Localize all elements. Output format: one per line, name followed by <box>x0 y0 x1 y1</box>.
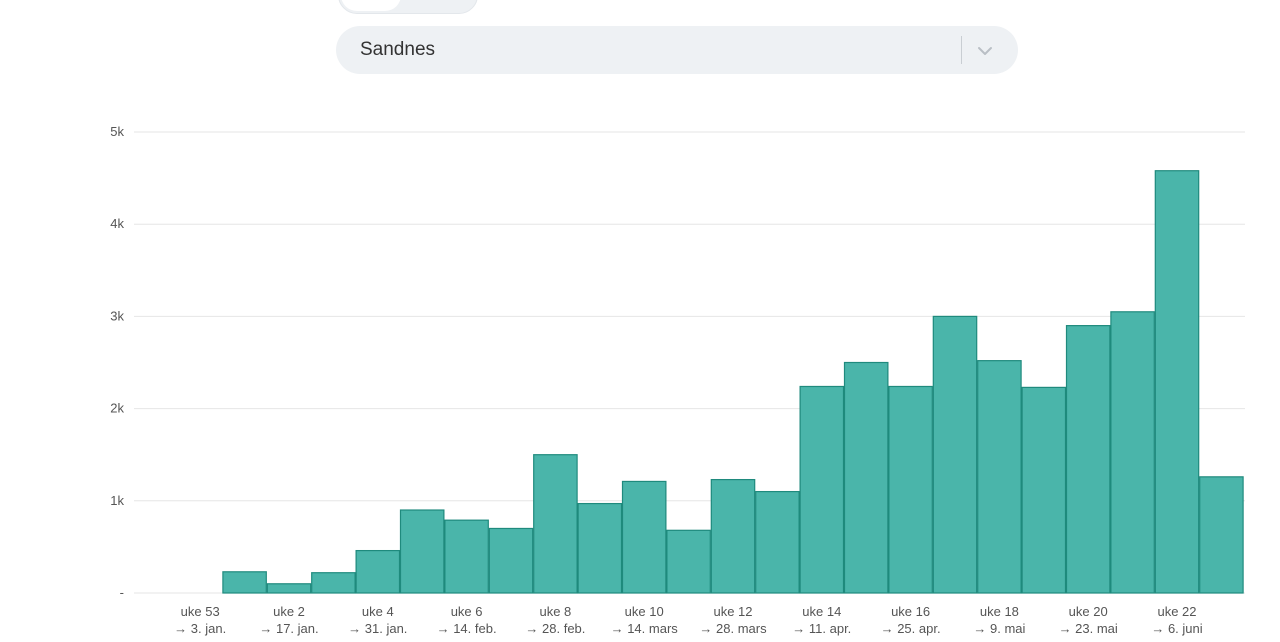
bar[interactable] <box>533 454 578 594</box>
bar[interactable] <box>843 361 889 594</box>
x-tick-week-label: uke 22 <box>1157 604 1196 619</box>
bar[interactable] <box>710 478 756 594</box>
bar[interactable] <box>1021 386 1067 594</box>
x-tick-date-label: → 31. jan. <box>348 621 407 636</box>
bar[interactable] <box>1154 170 1200 594</box>
x-tick-date-label: → 6. juni <box>1151 621 1202 636</box>
x-tick-layer: uke 53 → 3. jan. uke 2 → 17. jan. uke 4 → 31.… <box>174 604 1203 636</box>
y-tick-label: 5k <box>110 124 124 139</box>
x-tick-week-label: uke 4 <box>362 604 394 619</box>
bar[interactable] <box>666 529 711 594</box>
bar[interactable] <box>888 385 933 594</box>
x-tick-date-label: → 25. apr. <box>881 621 941 636</box>
x-tick-week-label: uke 10 <box>625 604 664 619</box>
bar[interactable] <box>266 583 312 594</box>
bar[interactable] <box>1199 476 1244 594</box>
bar-layer <box>222 170 1244 594</box>
select-divider <box>961 36 962 64</box>
bar[interactable] <box>444 519 489 594</box>
bar[interactable] <box>1110 311 1155 594</box>
y-tick-label: 2k <box>110 401 124 416</box>
bar[interactable] <box>577 502 623 594</box>
x-tick-week-label: uke 16 <box>891 604 930 619</box>
x-tick-date-label: → 28. feb. <box>525 621 585 636</box>
x-tick-date-label: → 17. jan. <box>259 621 318 636</box>
y-tick-label: - <box>120 585 124 600</box>
y-tick-layer: - 1k 2k 3k 4k 5k <box>110 124 124 600</box>
municipality-select[interactable]: Sandnes <box>336 26 1018 74</box>
x-tick-week-label: uke 2 <box>273 604 305 619</box>
x-tick-week-label: uke 6 <box>451 604 483 619</box>
view-toggle-segment[interactable] <box>341 0 401 11</box>
bar[interactable] <box>1065 325 1111 594</box>
y-tick-label: 4k <box>110 216 124 231</box>
municipality-select-value: Sandnes <box>360 39 436 60</box>
bar[interactable] <box>977 360 1022 594</box>
x-tick-date-label: → 23. mai <box>1059 621 1118 636</box>
x-tick-date-label: → 3. jan. <box>174 621 226 636</box>
x-tick-date-label: → 14. mars <box>611 621 679 636</box>
x-tick-week-label: uke 20 <box>1069 604 1108 619</box>
bar[interactable] <box>799 385 845 594</box>
bar[interactable] <box>755 490 800 594</box>
x-tick-date-label: → 9. mai <box>973 621 1025 636</box>
x-tick-week-label: uke 8 <box>539 604 571 619</box>
x-tick-date-label: → 28. mars <box>699 621 767 636</box>
x-tick-date-label: → 11. apr. <box>792 621 851 636</box>
chevron-down-icon[interactable] <box>975 38 995 62</box>
bar[interactable] <box>932 315 978 594</box>
bar[interactable] <box>621 480 667 594</box>
bar[interactable] <box>399 509 445 594</box>
x-tick-date-label: → 14. feb. <box>437 621 497 636</box>
y-tick-label: 3k <box>110 308 124 323</box>
bar[interactable] <box>488 527 534 594</box>
x-tick-week-label: uke 12 <box>713 604 752 619</box>
x-tick-week-label: uke 14 <box>802 604 841 619</box>
bar[interactable] <box>222 571 267 594</box>
y-tick-label: 1k <box>110 493 124 508</box>
x-tick-week-label: uke 53 <box>181 604 220 619</box>
bar[interactable] <box>311 572 356 594</box>
bar[interactable] <box>355 549 401 594</box>
x-tick-week-label: uke 18 <box>980 604 1019 619</box>
